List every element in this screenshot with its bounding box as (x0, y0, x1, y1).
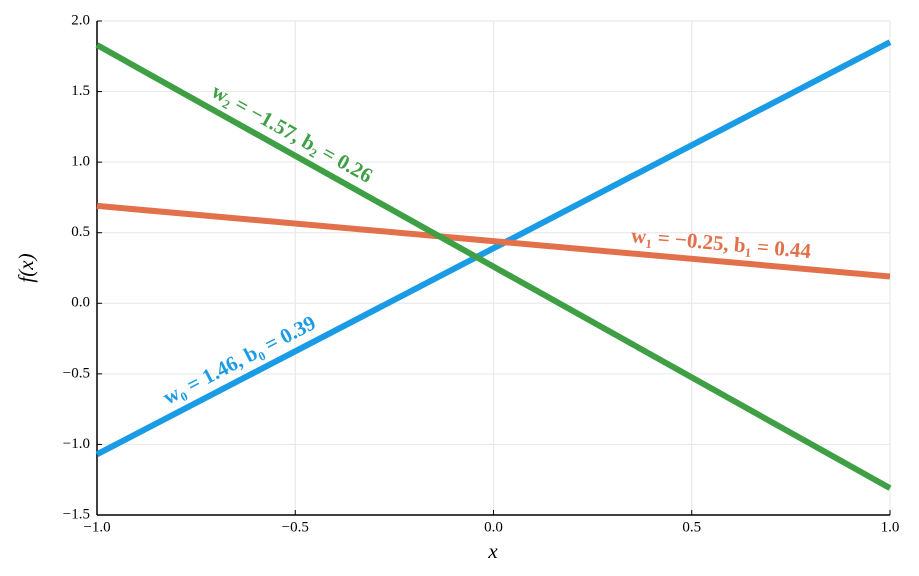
annotation: w₂ = −1.57, b₂ = 0.26 (208, 79, 377, 188)
y-tick-label: 0.5 (71, 224, 90, 240)
y-tick-label: 0.0 (71, 295, 90, 311)
x-tick-label: −1.0 (83, 519, 110, 535)
y-tick-label: −1.0 (63, 436, 90, 452)
y-axis-title: f(x) (14, 253, 38, 282)
x-axis-title: x (487, 539, 498, 563)
y-tick-label: −1.5 (63, 506, 90, 522)
line-series (96, 202, 891, 280)
x-tick-label: 0.0 (484, 519, 503, 535)
x-tick-label: −0.5 (282, 519, 309, 535)
y-tick-label: 1.5 (71, 83, 90, 99)
y-tick-label: 2.0 (71, 12, 90, 28)
y-tick-label: −0.5 (63, 365, 90, 381)
y-tick-label: 1.0 (71, 154, 90, 170)
line-series (95, 39, 892, 457)
line-series (95, 42, 892, 491)
x-tick-label: 0.5 (682, 519, 701, 535)
x-tick-label: 1.0 (881, 519, 900, 535)
